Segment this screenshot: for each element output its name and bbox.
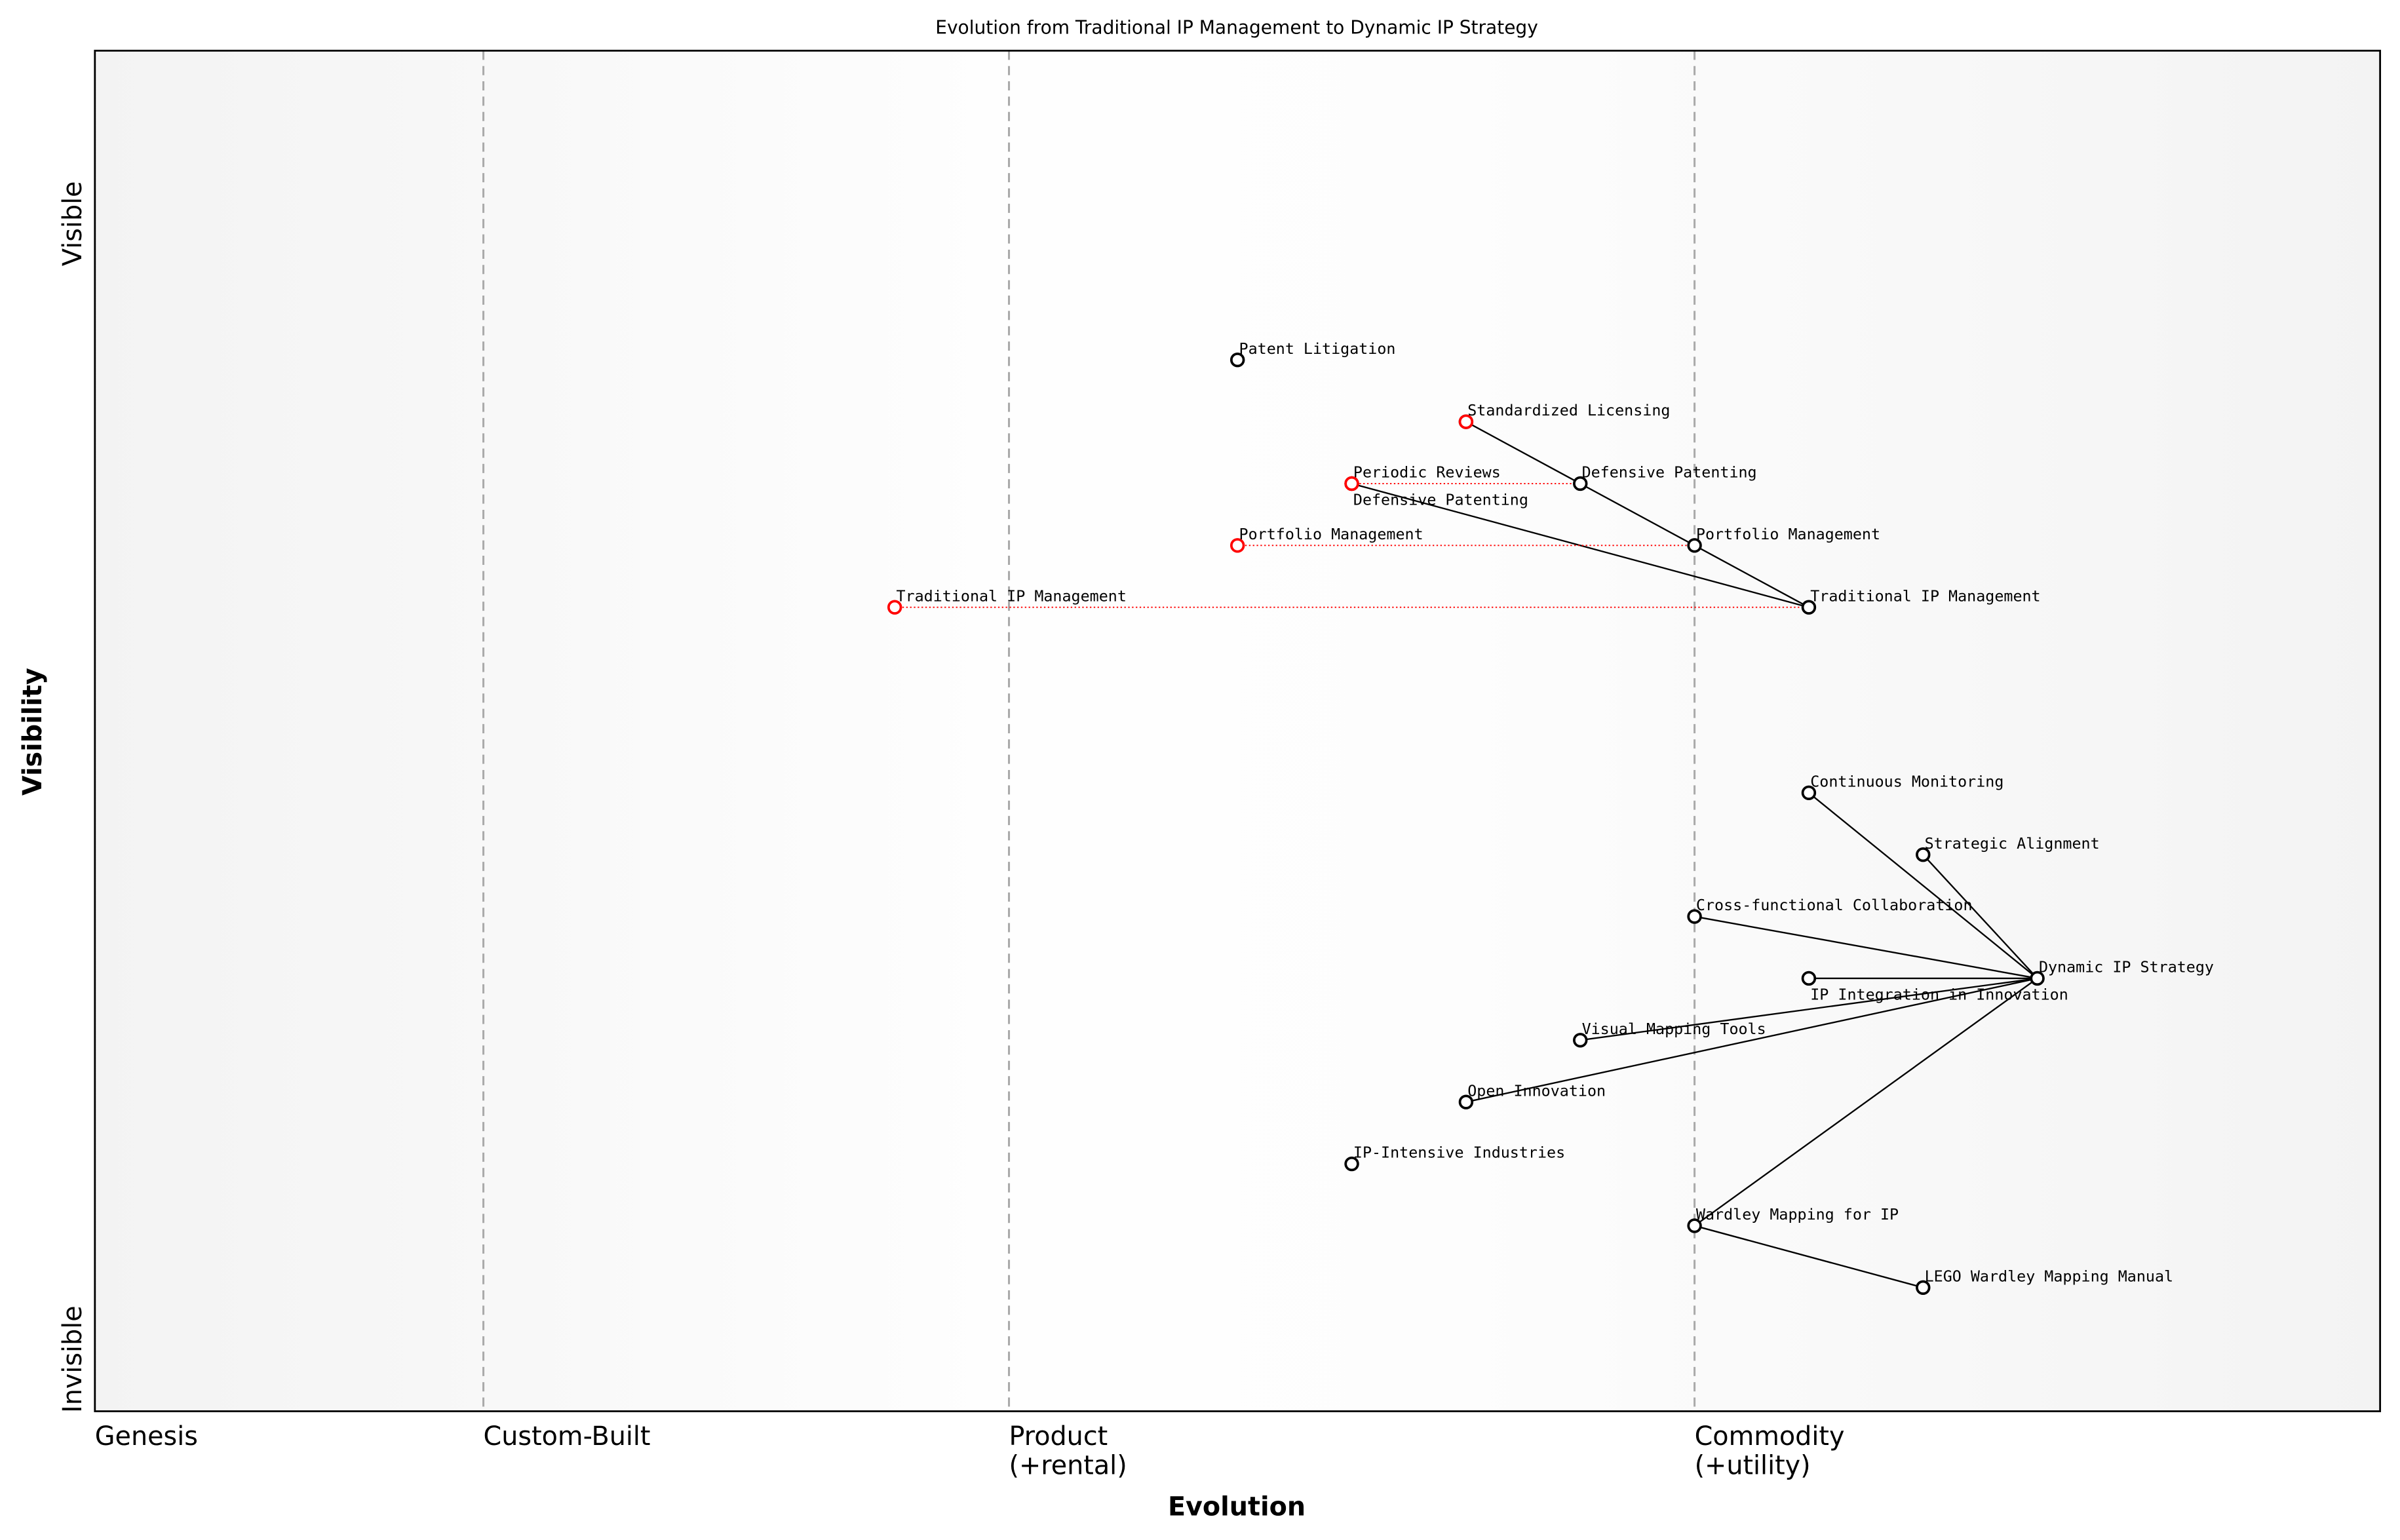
component-label: Patent Litigation bbox=[1239, 339, 1396, 358]
plot-background bbox=[94, 50, 2380, 1412]
component-point bbox=[1801, 785, 1817, 801]
x-stage-label: Genesis bbox=[95, 1421, 198, 1452]
component-label: Cross-functional Collaboration bbox=[1696, 896, 1973, 914]
dependency-line bbox=[1694, 1225, 1924, 1288]
component-point bbox=[1801, 971, 1817, 986]
x-stage-label-line: (+utility) bbox=[1695, 1450, 1811, 1480]
dependency-line bbox=[1579, 482, 1695, 547]
x-stage-label: Product (+rental) bbox=[1009, 1421, 1127, 1480]
component-label: Defensive Patenting bbox=[1582, 463, 1757, 482]
component-label: Dynamic IP Strategy bbox=[2039, 958, 2214, 976]
dependency-line bbox=[1922, 854, 2038, 979]
x-stage-label-line: (+rental) bbox=[1009, 1450, 1127, 1480]
component-label: IP Integration in Innovation bbox=[1810, 986, 2068, 1004]
component-point bbox=[1801, 600, 1817, 615]
component-label: Continuous Monitoring bbox=[1810, 772, 2003, 790]
dependency-line bbox=[1465, 977, 2038, 1103]
evolved-from-label: Defensive Patenting bbox=[1353, 491, 1528, 509]
component-point bbox=[2030, 971, 2045, 986]
dependency-line bbox=[1808, 792, 2038, 979]
dependency-line bbox=[1694, 545, 1810, 608]
dependency-line bbox=[1580, 977, 2038, 1041]
component-label: Periodic Reviews bbox=[1353, 463, 1501, 482]
component-point bbox=[1458, 1094, 1474, 1109]
component-point bbox=[1573, 476, 1588, 491]
component-label: IP-Intensive Industries bbox=[1353, 1144, 1565, 1162]
component-label: Portfolio Management bbox=[1696, 525, 1880, 543]
component-label: Visual Mapping Tools bbox=[1582, 1020, 1766, 1038]
component-label: Wardley Mapping for IP bbox=[1696, 1205, 1899, 1223]
component-point bbox=[1916, 1280, 1931, 1296]
component-label: Strategic Alignment bbox=[1925, 834, 2100, 853]
x-stage-label: Commodity (+utility) bbox=[1695, 1421, 1845, 1480]
component-point bbox=[1687, 1218, 1702, 1233]
dependency-line bbox=[1694, 977, 2038, 1227]
evolved-from-label: Portfolio Management bbox=[1239, 525, 1423, 543]
component-point bbox=[1916, 847, 1931, 862]
component-point bbox=[1687, 909, 1702, 924]
x-stage-label: Custom-Built bbox=[484, 1421, 651, 1452]
x-stage-label-line: Product bbox=[1009, 1421, 1108, 1452]
y-label-invisible: Invisible bbox=[58, 1305, 88, 1413]
evolved-from-point bbox=[1344, 476, 1359, 491]
chart-title: Evolution from Traditional IP Management… bbox=[935, 17, 1538, 39]
dependency-line bbox=[1465, 421, 1581, 484]
component-point bbox=[1687, 538, 1702, 553]
y-axis-title: Visibility bbox=[18, 668, 48, 796]
x-stage-label-line: Genesis bbox=[95, 1421, 198, 1452]
component-label: Standardized Licensing bbox=[1467, 401, 1670, 419]
evolved-from-point bbox=[1230, 538, 1245, 553]
evolved-from-label: Traditional IP Management bbox=[897, 587, 1127, 605]
x-stage-label-line: Custom-Built bbox=[484, 1421, 651, 1452]
evolved-from-point bbox=[887, 600, 902, 615]
component-point bbox=[1344, 1156, 1359, 1172]
component-point bbox=[1573, 1033, 1588, 1048]
component-point bbox=[1230, 352, 1245, 368]
component-label: Traditional IP Management bbox=[1810, 587, 2040, 605]
plot-frame bbox=[94, 49, 2382, 1412]
component-label: LEGO Wardley Mapping Manual bbox=[1925, 1267, 2173, 1285]
x-axis-title: Evolution bbox=[1168, 1492, 1306, 1522]
evolved-from-point bbox=[1458, 414, 1474, 429]
component-label: Open Innovation bbox=[1467, 1081, 1606, 1100]
dependency-line bbox=[1694, 915, 2038, 980]
dependency-line bbox=[1351, 482, 1810, 608]
y-label-visible: Visible bbox=[58, 181, 88, 266]
x-stage-label-line: Commodity bbox=[1695, 1421, 1845, 1452]
